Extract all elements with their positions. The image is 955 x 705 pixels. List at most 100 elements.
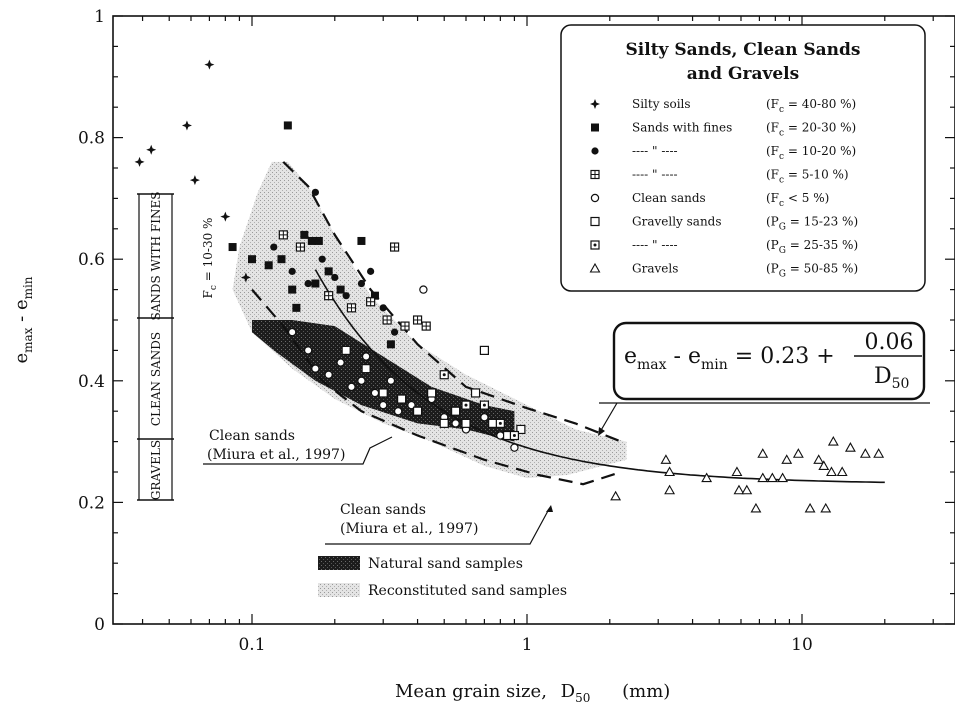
legend-entry-range: (Fc = 20-30 %) xyxy=(766,121,856,139)
data-point-circle-filled xyxy=(270,243,278,251)
data-point-circle-open xyxy=(361,352,371,361)
data-point-square-filled xyxy=(283,121,292,130)
data-point-triangle-open xyxy=(664,484,676,495)
eq-e1: e xyxy=(624,344,637,369)
legend-box xyxy=(560,24,926,292)
data-point-square-cross xyxy=(400,321,410,331)
data-point-circle-filled xyxy=(342,292,350,300)
data-point-square-open xyxy=(397,394,407,404)
data-point-square-filled xyxy=(288,285,297,294)
data-point-circle-open xyxy=(336,358,345,367)
data-point-square-dot xyxy=(509,430,520,441)
data-point-star xyxy=(204,59,215,70)
legend-marker-square-dot xyxy=(590,240,600,250)
range-label-clean-sands: CLEAN SANDS xyxy=(149,332,163,426)
data-point-circle-filled xyxy=(367,267,375,275)
data-point-square-cross xyxy=(421,321,431,331)
annotation-upper: Clean sands (Miura et al., 1997) xyxy=(203,428,393,465)
data-point-circle-filled xyxy=(288,267,296,275)
y-tick-label: 0.4 xyxy=(78,372,105,392)
data-point-triangle-open xyxy=(792,448,804,458)
eq-numerator: 0.06 xyxy=(865,330,914,355)
data-point-circle-open xyxy=(379,400,388,410)
data-point-triangle-open xyxy=(660,454,672,464)
data-point-square-cross xyxy=(389,242,400,252)
data-point-square-cross xyxy=(382,315,392,325)
legend-marker-circle-open xyxy=(590,193,600,203)
data-point-star xyxy=(134,156,145,167)
y-axis-title-e: e xyxy=(11,353,32,364)
data-point-triangle-open xyxy=(610,490,622,501)
legend-range-rest: = 15-23 %) xyxy=(786,215,858,229)
eq-rhs: = 0.23 + xyxy=(728,344,835,369)
data-point-star xyxy=(146,144,157,155)
data-point-triangle-open xyxy=(777,472,789,483)
legend-marker-square-open xyxy=(590,216,600,227)
svg-text:D50: D50 xyxy=(874,364,909,392)
legend-title-line1: Silty Sands, Clean Sands xyxy=(626,40,861,60)
data-point-square-dot xyxy=(495,418,505,428)
legend-entry-label: Sands with fines xyxy=(632,121,732,135)
legend-range-sub: c xyxy=(779,199,784,209)
annotation-lower-line2: (Miura et al., 1997) xyxy=(340,521,478,537)
data-point-square-open xyxy=(361,364,371,374)
data-point-square-dot xyxy=(439,370,449,380)
data-point-circle-open xyxy=(347,382,356,392)
x-tick-label: 1 xyxy=(522,635,533,655)
data-point-triangle-open xyxy=(873,448,885,458)
x-axis-ticks: 0.1 1 10 xyxy=(141,16,934,655)
data-point-triangle-open xyxy=(781,454,793,464)
band-legend-natural-swatch xyxy=(318,556,360,570)
data-point-circle-open xyxy=(324,370,333,379)
eq-min: min xyxy=(701,357,728,373)
miura-lower-boundary xyxy=(251,288,622,486)
legend-range-sub: G xyxy=(779,223,786,233)
data-point-triangle-open xyxy=(827,435,839,446)
range-note: Fc = 10-30 % xyxy=(201,218,219,299)
legend-range-head: (P xyxy=(766,215,779,229)
legend-range-sub: c xyxy=(779,129,784,139)
data-point-star xyxy=(189,175,200,186)
legend-range-head: (P xyxy=(766,262,779,276)
y-axis-title-sub2: min xyxy=(21,276,35,299)
legend-title-line2: and Gravels xyxy=(687,64,799,84)
data-point-circle-open xyxy=(287,327,297,337)
legend-range-sub: c xyxy=(779,176,784,186)
annotation-upper-line2: (Miura et al., 1997) xyxy=(207,447,345,463)
data-point-circle-open xyxy=(451,419,460,428)
y-tick-label: 0.6 xyxy=(78,250,105,270)
legend-range-head: (F xyxy=(766,121,779,135)
data-point-square-open xyxy=(412,406,423,416)
data-point-square-cross xyxy=(366,297,376,307)
data-point-square-cross xyxy=(278,230,288,240)
band-legend-natural-label: Natural sand samples xyxy=(368,556,523,572)
data-point-square-filled xyxy=(336,285,345,294)
data-point-square-open xyxy=(470,388,481,398)
data-point-square-open xyxy=(427,388,437,398)
x-tick-label: 10 xyxy=(791,635,813,655)
y-axis-title-mid: - e xyxy=(11,299,32,327)
legend-range-head: (F xyxy=(766,191,779,205)
x-tick-label: 0.1 xyxy=(238,635,265,655)
data-point-square-dot xyxy=(461,400,471,410)
data-point-triangle-open xyxy=(813,454,825,464)
data-point-square-filled xyxy=(370,291,379,300)
data-point-star xyxy=(220,211,231,222)
data-point-square-filled xyxy=(277,255,286,264)
legend-range-sub: G xyxy=(779,246,786,256)
x-axis-title-text: Mean grain size, xyxy=(395,681,547,702)
data-point-triangle-open xyxy=(826,466,837,477)
data-point-circle-filled xyxy=(357,279,366,288)
data-point-circle-open xyxy=(393,407,403,416)
legend-entry-label: Gravels xyxy=(632,262,678,276)
legend-entry-label: Clean sands xyxy=(632,191,706,205)
range-label-sands-with-fines: SANDS WITH FINES xyxy=(149,192,163,321)
legend-range-head: (F xyxy=(766,168,779,182)
miura-upper-boundary xyxy=(282,161,622,443)
data-point-circle-filled xyxy=(311,188,319,196)
data-point-square-open xyxy=(450,406,461,416)
range-label-gravels: GRAVELS xyxy=(149,440,163,500)
y-tick-label: 0 xyxy=(94,615,105,635)
legend-entry-range: (PG = 50-85 %) xyxy=(766,262,858,280)
